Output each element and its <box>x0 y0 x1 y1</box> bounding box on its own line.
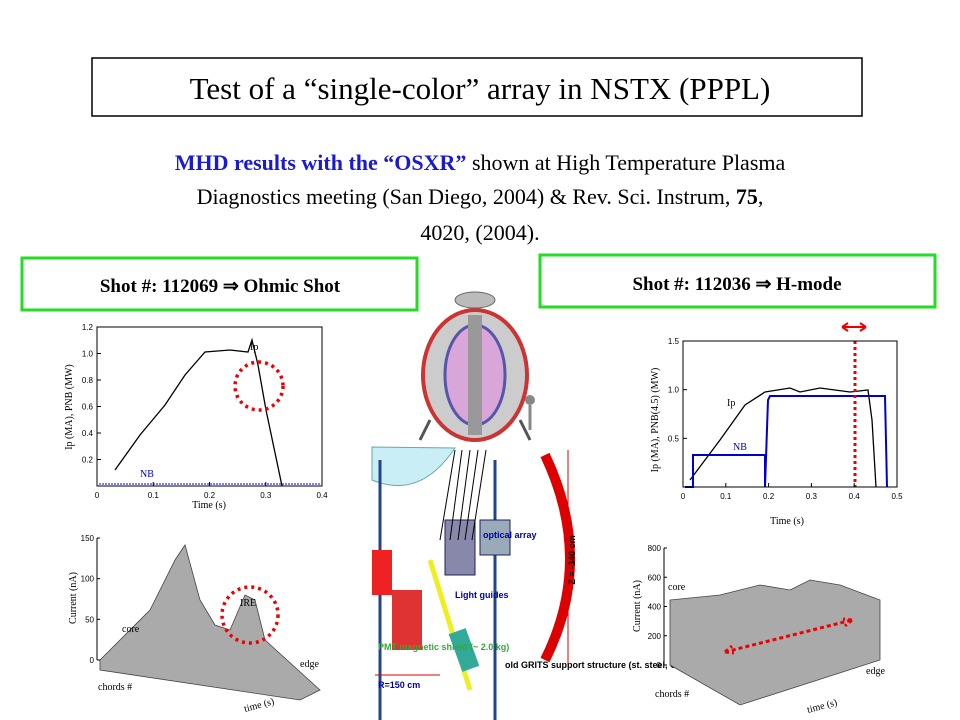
x-tick-label: 0.1 <box>720 492 732 501</box>
subtitle-text: , <box>758 184 764 209</box>
curve-label: Ip <box>727 398 735 409</box>
diagram-label: Light guides <box>455 590 509 600</box>
y-tick-label: 0 <box>90 656 95 665</box>
diagram: optical array Light guides Z = -340 cm R… <box>370 445 690 720</box>
subtitle-bold: MHD results with the “OSXR” <box>175 150 467 175</box>
x-tick-label: 0.5 <box>891 492 903 501</box>
subtitle-text: shown at High Temperature Plasma <box>466 150 785 175</box>
tokamak <box>418 291 535 442</box>
x-tick-label: 0 <box>95 491 100 500</box>
chords-label: chords # <box>655 689 689 700</box>
x-axis-label: Time (s) <box>192 500 226 511</box>
core-label: core <box>668 582 686 593</box>
diagram-label: optical array <box>483 530 537 540</box>
y-axis-label: Ip (MA), PNB(4.5) (MW) <box>650 368 661 473</box>
subtitle-line: 4020, (2004). <box>420 220 539 245</box>
diagram-label: PMT magnetic shield (~ 2.0 kg) <box>378 642 509 652</box>
x-tick-label: 0.2 <box>763 492 775 501</box>
diagram-label: old GRITS support structure (st. steel, … <box>505 660 690 670</box>
y-tick-label: 0.4 <box>82 429 94 438</box>
plot-curves <box>99 322 888 706</box>
y-tick-label: 1.5 <box>668 337 680 346</box>
y-axis-label: Current (nA) <box>632 580 643 632</box>
shot-label: Shot #: 112036 ⇒ H-mode <box>632 274 841 295</box>
shot-label: Shot #: 112069 ⇒ Ohmic Shot <box>100 276 341 297</box>
subtitle-line: Diagnostics meeting (San Diego, 2004) & … <box>197 184 764 209</box>
diagram-label: Z = -340 cm <box>567 535 577 584</box>
shot-box <box>538 253 937 309</box>
core-label: core <box>122 624 140 635</box>
y-tick-label: 0 <box>657 661 662 670</box>
title-box <box>91 57 863 117</box>
y-tick-label: 0.5 <box>668 434 680 443</box>
x-tick-label: 0.4 <box>849 492 861 501</box>
x-tick-label: 0.4 <box>316 491 328 500</box>
plot-frame <box>96 326 323 487</box>
y-tick-label: 0.8 <box>82 376 94 385</box>
y-tick-label: 400 <box>648 603 662 612</box>
x-tick-label: 0 <box>681 492 686 501</box>
y-tick-label: 600 <box>648 573 662 582</box>
subtitle-bold: 75 <box>736 184 758 209</box>
subtitle-line: MHD results with the “OSXR” shown at Hig… <box>175 150 786 175</box>
subtitle-text: Diagnostics meeting (San Diego, 2004) & … <box>197 184 736 209</box>
y-axis-label: Ip (MA), PNB (MW) <box>64 364 75 450</box>
y-tick-label: 50 <box>85 615 94 624</box>
shot-box <box>20 256 419 312</box>
curve-label: Ip <box>250 342 258 353</box>
x-tick-label: 0.3 <box>806 492 818 501</box>
chords-label: chords # <box>98 682 132 693</box>
event-label: IRE <box>240 598 256 609</box>
diagram-label: R=150 cm <box>378 680 420 690</box>
x-tick-label: 0.1 <box>148 491 160 500</box>
y-tick-label: 1.0 <box>668 386 680 395</box>
y-tick-label: 200 <box>648 632 662 641</box>
plot-frame <box>682 340 898 488</box>
y-tick-label: 1.2 <box>82 323 94 332</box>
y-tick-label: 0.6 <box>82 403 94 412</box>
time-label: time (s) <box>243 696 276 715</box>
title: Test of a “single-color” array in NSTX (… <box>190 71 771 106</box>
y-tick-label: 800 <box>648 544 662 553</box>
y-tick-label: 100 <box>81 575 95 584</box>
y-axis-label: Current (nA) <box>68 572 79 624</box>
y-tick-label: 0.2 <box>82 456 94 465</box>
x-tick-label: 0.2 <box>204 491 216 500</box>
x-axis-label: Time (s) <box>770 516 804 527</box>
time-label: time (s) <box>806 697 839 716</box>
nb-label: NB <box>140 469 154 480</box>
y-tick-label: 1.0 <box>82 350 94 359</box>
edge-label: edge <box>300 659 319 670</box>
x-tick-label: 0.3 <box>260 491 272 500</box>
y-tick-label: 150 <box>81 534 95 543</box>
nb-label: NB <box>733 442 747 453</box>
edge-label: edge <box>866 666 885 677</box>
